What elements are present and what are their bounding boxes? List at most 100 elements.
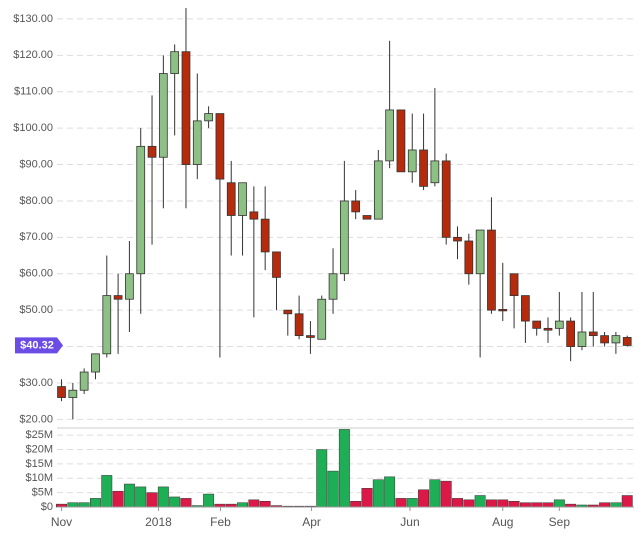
- volume-bar: [463, 499, 475, 508]
- volume-bar: [146, 492, 158, 508]
- volume-bar: [123, 483, 135, 508]
- volume-bar: [203, 493, 215, 508]
- x-tick-label: Nov: [51, 515, 72, 529]
- volume-bar: [542, 502, 554, 508]
- candle-body: [328, 273, 338, 300]
- volume-bar: [237, 502, 248, 508]
- candle-body: [430, 160, 440, 184]
- candle-body: [577, 331, 587, 347]
- y-tick-label: $30.00: [19, 377, 53, 389]
- volume-bar: [180, 498, 192, 508]
- y-tick-label: $90.00: [19, 158, 53, 170]
- volume-bar: [169, 496, 181, 508]
- volume-bar: [452, 498, 463, 508]
- last-price-label: $40.32: [20, 339, 54, 351]
- candle-body: [113, 295, 123, 300]
- candle-body: [340, 200, 349, 275]
- volume-bar: [485, 499, 497, 508]
- candle-body: [373, 160, 383, 220]
- volume-tick-label: $0: [41, 501, 53, 513]
- candle-body: [487, 229, 496, 311]
- volume-bar: [621, 495, 633, 508]
- candle-body: [294, 313, 304, 337]
- candle-body: [543, 327, 553, 331]
- candle-body: [91, 353, 100, 373]
- candle-body: [170, 51, 180, 74]
- volume-bar: [135, 486, 147, 508]
- volume-tick-label: $10M: [25, 472, 53, 484]
- volume-bar: [112, 490, 124, 508]
- x-tick-label: Aug: [492, 515, 513, 529]
- volume-bar: [157, 486, 169, 508]
- volume-bar: [101, 475, 113, 508]
- volume-bar: [78, 502, 90, 508]
- candle-body: [554, 320, 564, 329]
- volume-tick-label: $25M: [25, 429, 53, 441]
- volume-bar: [418, 489, 430, 508]
- candle-body: [317, 298, 327, 340]
- volume-bar: [599, 502, 611, 508]
- candle-body: [260, 218, 270, 253]
- candle-body: [566, 320, 576, 347]
- candle-body: [600, 335, 609, 344]
- last-price-badge: [15, 337, 63, 354]
- candle-body: [611, 335, 621, 344]
- x-tick-label: Jun: [400, 515, 419, 529]
- candle-body: [362, 215, 372, 220]
- volume-bar: [384, 476, 396, 508]
- candle-body: [407, 149, 417, 173]
- x-tick-label: Feb: [210, 515, 231, 529]
- candle-body: [521, 295, 530, 322]
- candle-body: [509, 273, 519, 296]
- candle-body: [192, 120, 202, 165]
- candle-body: [147, 145, 157, 158]
- y-tick-label: $20.00: [19, 413, 53, 425]
- y-tick-label: $80.00: [19, 195, 53, 207]
- candle-body: [204, 113, 213, 122]
- candle-body: [419, 149, 428, 187]
- candle-body: [158, 73, 168, 158]
- candle-body: [396, 109, 406, 173]
- y-tick-label: $50.00: [19, 304, 53, 316]
- volume-bar: [474, 495, 486, 508]
- candle-body: [588, 331, 598, 337]
- volume-bar: [395, 498, 407, 508]
- volume-bar: [316, 449, 328, 508]
- x-tick-label: Sep: [549, 515, 571, 529]
- volume-tick-label: $20M: [25, 443, 53, 455]
- candle-body: [306, 335, 315, 338]
- candle-body: [498, 309, 508, 312]
- y-tick-label: $120.00: [13, 49, 53, 61]
- volume-bar: [259, 501, 271, 508]
- y-tick-label: $130.00: [13, 13, 53, 25]
- volume-bar: [406, 498, 418, 508]
- volume-bar: [440, 480, 452, 508]
- volume-bar: [372, 479, 384, 508]
- candle-body: [238, 182, 247, 216]
- candle-body: [136, 145, 146, 275]
- volume-bar: [553, 499, 565, 508]
- volume-bar: [90, 498, 101, 508]
- volume-tick-label: $15M: [25, 458, 53, 470]
- candle-body: [102, 295, 112, 355]
- volume-bar: [429, 479, 441, 508]
- candle-body: [249, 211, 259, 220]
- candle-body: [441, 160, 451, 238]
- candle-body: [351, 200, 361, 213]
- candle-body: [464, 240, 474, 275]
- candle-body: [125, 273, 134, 300]
- candle-body: [385, 109, 394, 162]
- volume-bar: [67, 502, 79, 508]
- volume-bar: [361, 488, 373, 508]
- candle-body: [57, 386, 66, 398]
- y-tick-label: $100.00: [13, 122, 53, 134]
- y-tick-label: $70.00: [19, 231, 53, 243]
- candle-body: [453, 236, 462, 242]
- candle-body: [283, 309, 293, 315]
- volume-bar: [508, 501, 520, 508]
- volume-bar: [531, 502, 543, 508]
- volume-bar: [610, 502, 622, 508]
- candle-body: [226, 182, 236, 216]
